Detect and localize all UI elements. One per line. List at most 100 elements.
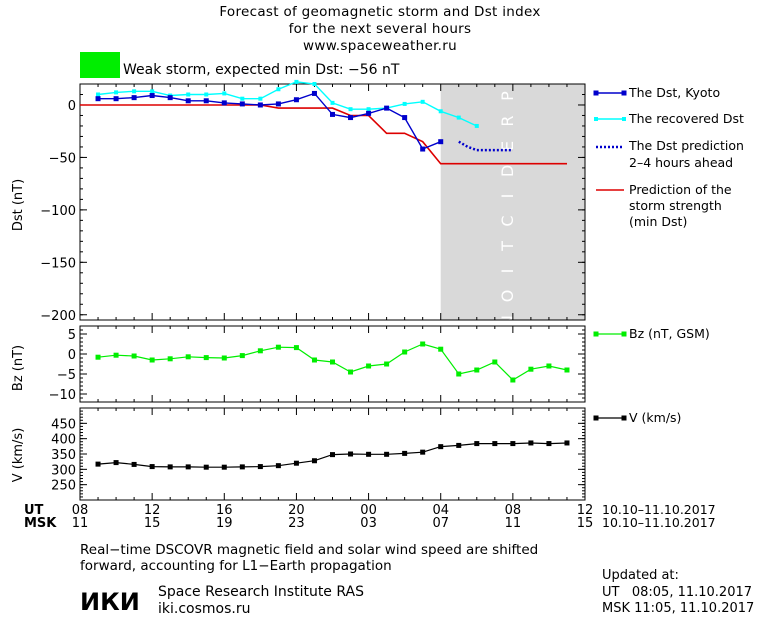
bz-point [402,349,408,355]
legend: The Dst, Kyoto The recovered Dst The Dst p… [593,85,744,425]
bz-point [149,357,155,363]
legend-marker [593,331,599,337]
kyoto-dst-point [239,101,245,107]
prediction-letter: O [498,290,517,303]
bz-point [239,353,245,359]
kyoto-dst-point [203,98,209,104]
y-tick-label: −200 [40,309,76,324]
bz-point [456,371,462,377]
v-point [131,461,137,467]
prediction-letter: I [498,269,517,274]
ut-tick-label: 20 [288,503,305,518]
legend-storm-label-1: Prediction of the [629,182,732,197]
msk-tick-label: 19 [216,516,233,531]
bz-point [384,361,390,367]
ut-tick-label: 08 [72,503,89,518]
recovered-dst-point [204,92,209,97]
kyoto-dst-point [95,96,101,102]
updated-msk: MSK 11:05, 11.10.2017 [602,601,755,616]
website-url[interactable]: www.spaceweather.ru [303,38,457,54]
footer-note-line2: forward, accounting for L1−Earth propaga… [80,558,392,574]
bz-point [311,357,317,363]
v-point [420,449,426,455]
v-point [474,441,480,447]
storm-status-indicator [80,52,120,78]
v-point [149,464,155,470]
kyoto-dst-point [311,90,317,96]
recovered-dst-point [132,89,137,94]
kyoto-dst-point [438,139,444,145]
legend-marker [593,90,599,96]
v-point [564,440,570,446]
legend-recovered-label: The recovered Dst [628,111,744,126]
bz-point [366,363,372,369]
bz-point [438,346,444,352]
bz-point [131,353,137,359]
v-point [528,440,534,446]
bz-point [221,355,227,361]
bz-point [420,341,426,347]
ut-tick-label: 12 [144,503,161,518]
v-point [546,441,552,447]
y-tick-label: 300 [51,463,76,478]
ut-tick-label: 00 [360,503,377,518]
v-point [348,451,354,457]
kyoto-dst-point [113,96,119,102]
recovered-dst-point [366,107,371,112]
institute-name: Space Research Institute RAS [158,584,364,600]
y-tick-label: −10 [49,388,76,403]
bz-point [113,352,119,358]
recovered-dst-point [330,100,335,105]
v-point [239,464,245,470]
y-tick-label: 5 [68,328,76,343]
legend-marker [593,415,599,421]
msk-tick-label: 15 [144,516,161,531]
v-point [185,464,191,470]
ut-axis-label: UT [24,503,44,518]
y-tick-label: −150 [40,256,76,271]
v-point [366,451,372,457]
v-point [456,442,462,448]
y-axis-label: Bz (nT) [11,345,26,391]
msk-tick-label: 11 [505,516,522,531]
y-tick-label: 350 [51,448,76,463]
legend-storm-label-2: storm strength [629,198,722,213]
prediction-band [440,84,585,320]
chart-subtitle: for the next several hours [288,21,472,37]
kyoto-dst-point [131,95,137,101]
v-point [510,441,516,447]
kyoto-dst-point [420,146,426,152]
y-tick-label: 0 [68,99,76,114]
y-tick-label: 450 [51,417,76,432]
recovered-dst-point [240,96,245,101]
bz-point [293,345,299,351]
prediction-letter: D [498,165,517,177]
chart-title: Forecast of geomagnetic storm and Dst in… [219,4,541,20]
legend-marker [622,117,626,121]
recovered-dst-line [97,81,478,127]
v-point [384,451,390,457]
y-tick-label: −5 [57,368,76,383]
msk-tick-label: 07 [432,516,449,531]
bz-point [564,367,570,373]
bz-point [528,366,534,372]
footer-note-line1: Real−time DSCOVR magnetic field and sola… [80,542,539,558]
recovered-dst-point [186,92,191,97]
recovered-dst-point [420,99,425,104]
legend-marker [621,415,627,421]
bz-point [492,359,498,365]
prediction-letter: N [498,315,517,327]
prediction-letter: P [498,91,517,101]
kyoto-dst-point [257,102,263,108]
kyoto-dst-line [98,92,441,150]
y-tick-label: 400 [51,433,76,448]
kyoto-dst-point [384,105,390,111]
prediction-letter: R [498,115,517,126]
legend-v-label: V (km/s) [629,410,681,425]
recovered-dst-point [474,123,479,128]
kyoto-dst-point [221,100,227,106]
dst-panel: P R E D I C T I ON 0 −50 −100 −150 −200 Dst (nT) [11,79,586,327]
institute-website[interactable]: iki.cosmos.ru [158,601,251,617]
kyoto-dst-point [293,97,299,103]
